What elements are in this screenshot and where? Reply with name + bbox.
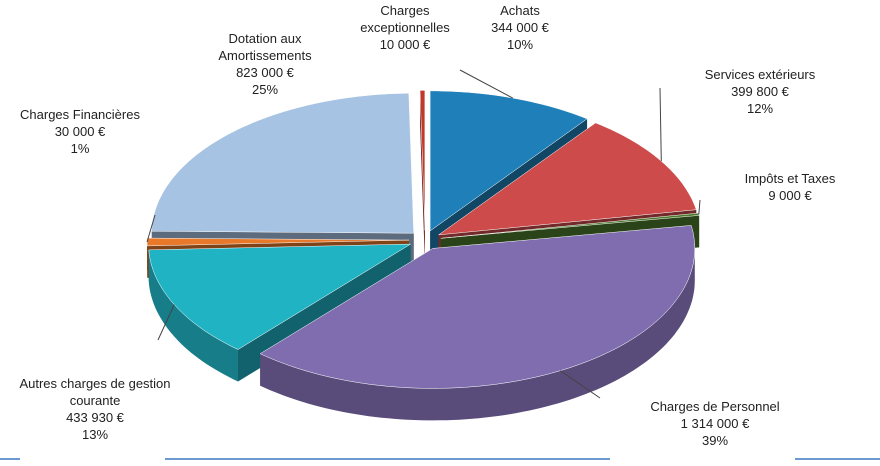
category-label: Charges de Personnel — [650, 399, 780, 414]
leader-line — [459, 69, 514, 99]
percent-label: 25% — [251, 82, 279, 97]
value-label: 30 000 € — [54, 124, 106, 139]
leader-line — [146, 214, 156, 243]
slice-label: Charges Financières 30 000 € 1% — [5, 106, 155, 157]
slice-label: Services extérieurs 399 800 € 12% — [665, 66, 855, 117]
leader-line — [559, 370, 601, 399]
percent-label: 39% — [701, 433, 729, 448]
leader-line — [698, 199, 701, 215]
slice — [419, 90, 426, 231]
value-label: 433 930 € — [66, 410, 124, 425]
slice-label: Charges de Personnel 1 314 000 € 39% — [620, 398, 810, 449]
percent-label: 13% — [81, 427, 109, 442]
value-label: 9 000 € — [768, 188, 812, 203]
category-label: Impôts et Taxes — [744, 171, 836, 186]
value-label: 823 000 € — [236, 65, 294, 80]
slice-side — [148, 249, 238, 382]
leader-line — [157, 304, 175, 341]
percent-label: 1% — [70, 141, 90, 156]
value-label: 10 000 € — [379, 37, 431, 52]
slice-label: Autres charges de gestion courante 433 93… — [15, 375, 175, 443]
percent-label: 12% — [746, 101, 774, 116]
slice — [151, 92, 414, 234]
slice-label: Dotation aux Amortissements 823 000 € 25% — [200, 30, 330, 98]
category-label: Charges Financières — [20, 107, 140, 122]
category-label: Dotation aux Amortissements — [218, 31, 312, 63]
slice-label: Impôts et Taxes 9 000 € — [725, 170, 855, 204]
percent-label: 10% — [506, 37, 534, 52]
category-label: Services extérieurs — [704, 67, 816, 82]
leader-line — [659, 87, 662, 162]
slice — [259, 225, 696, 389]
value-label: 344 000 € — [491, 20, 549, 35]
slice-side — [260, 248, 695, 421]
slice — [437, 122, 697, 236]
slice-label: Charges exceptionnelles 10 000 € — [345, 2, 465, 53]
category-label: Charges exceptionnelles — [360, 3, 450, 35]
value-label: 399 800 € — [731, 84, 789, 99]
slice — [429, 90, 588, 232]
category-label: Achats — [500, 3, 540, 18]
category-label: Autres charges de gestion courante — [19, 376, 171, 408]
slice-side — [420, 90, 425, 263]
value-label: 1 314 000 € — [680, 416, 750, 431]
slice — [148, 243, 412, 350]
slice-label: Achats 344 000 € 10% — [470, 2, 570, 53]
slice — [146, 237, 410, 247]
